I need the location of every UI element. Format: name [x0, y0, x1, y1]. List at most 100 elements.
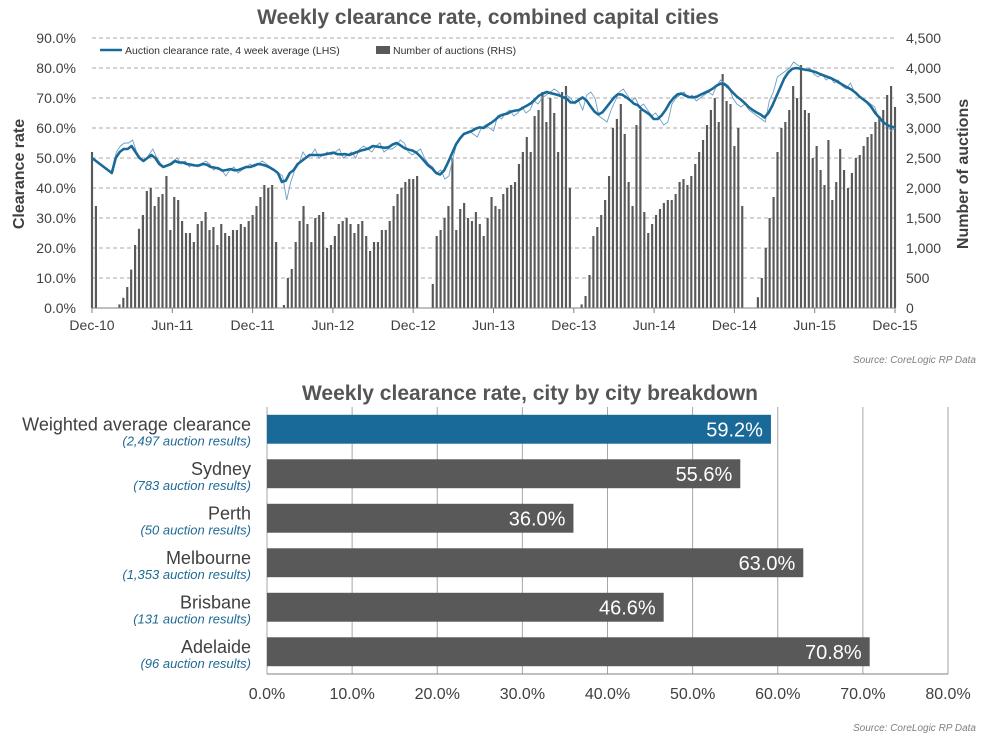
auction-bar	[553, 113, 556, 308]
auction-bar	[431, 284, 434, 308]
auction-bar	[200, 221, 203, 308]
bottom-x-tick: 30.0%	[500, 686, 545, 703]
auction-bar	[893, 107, 897, 308]
auction-bar	[325, 248, 329, 308]
auction-bar	[678, 182, 681, 308]
auction-bar	[177, 200, 180, 308]
auction-bar	[870, 134, 873, 308]
auction-bar	[286, 278, 289, 308]
auction-bar	[772, 197, 775, 308]
auction-bar	[372, 242, 376, 308]
auction-bar	[557, 152, 560, 308]
left-y-tick: 90.0%	[36, 30, 76, 46]
left-y-tick: 60.0%	[36, 120, 76, 136]
auction-bar	[482, 236, 485, 308]
auction-bar	[631, 206, 634, 308]
top-source-note: Source: CoreLogic RP Data	[853, 355, 976, 366]
auction-bar	[365, 236, 368, 308]
auction-bar	[466, 218, 470, 308]
legend-line-label: Auction clearance rate, 4 week average (…	[125, 45, 340, 57]
bottom-x-tick: 50.0%	[670, 686, 715, 703]
auction-bar	[294, 242, 297, 308]
auction-bar	[204, 212, 207, 308]
auction-bar	[470, 221, 474, 308]
auction-bar	[674, 194, 677, 308]
right-y-tick: 500	[906, 270, 930, 286]
left-y-tick: 0.0%	[44, 300, 76, 316]
auction-bar	[647, 233, 650, 308]
auction-bar	[439, 230, 442, 308]
auction-bar	[651, 224, 654, 308]
auction-bar	[839, 149, 842, 308]
auction-bar	[623, 134, 626, 308]
auction-bar	[564, 86, 568, 308]
auction-bar	[134, 245, 137, 308]
bottom-x-tick: 80.0%	[925, 686, 970, 703]
auction-bar	[380, 230, 383, 308]
auction-bar	[341, 221, 344, 308]
auction-bar	[776, 152, 779, 308]
auction-bar	[784, 122, 787, 308]
auction-bar	[541, 92, 544, 308]
auction-bar	[130, 269, 133, 308]
right-y-tick: 4,500	[906, 30, 941, 46]
auction-bar	[819, 170, 822, 308]
auction-bar	[263, 185, 266, 308]
auction-bar	[882, 110, 885, 308]
city-bar	[267, 414, 771, 444]
auction-bar	[463, 203, 466, 308]
auction-bar	[282, 305, 286, 308]
auction-bar	[145, 191, 148, 308]
auction-bar	[768, 218, 771, 308]
auction-bar	[607, 176, 611, 308]
auction-bar	[404, 182, 407, 308]
city-bar-value: 59.2%	[706, 419, 763, 441]
bottom-x-tick: 40.0%	[585, 686, 630, 703]
auction-bar	[560, 92, 564, 308]
right-y-tick: 2,000	[906, 180, 941, 196]
auction-bar	[228, 236, 231, 308]
auction-bar	[329, 245, 333, 308]
auction-bar	[494, 206, 497, 308]
auction-bar	[698, 152, 701, 308]
legend-bar-swatch	[376, 46, 390, 54]
auction-bar	[149, 188, 152, 308]
auction-bar	[302, 206, 305, 308]
auction-bar	[196, 224, 199, 308]
top-x-tick: Jun-11	[151, 317, 193, 333]
auction-bar	[705, 125, 709, 308]
auction-bar	[188, 233, 192, 308]
auction-bar	[345, 218, 348, 308]
auction-bar	[592, 236, 595, 308]
auction-bar	[874, 122, 877, 308]
auction-bar	[369, 251, 372, 308]
top-x-tick: Jun-14	[633, 317, 676, 333]
auction-bar	[141, 215, 144, 308]
city-breakdown-chart: Weekly clearance rate, city by city brea…	[22, 382, 976, 734]
auction-bar	[396, 194, 399, 308]
auction-bar	[459, 209, 462, 308]
weekly-clearance-line	[91, 61, 896, 201]
auction-bar	[780, 128, 783, 308]
auction-bar	[604, 200, 607, 308]
city-bar	[267, 503, 574, 533]
auction-bar	[737, 128, 740, 308]
auction-bar	[333, 236, 336, 308]
city-bar-value: 63.0%	[739, 553, 796, 575]
auction-bar	[247, 221, 250, 308]
auction-bar	[580, 304, 583, 308]
auction-bar	[549, 98, 552, 308]
auction-bar	[349, 224, 352, 308]
city-auction-results: (96 auction results)	[140, 656, 251, 671]
auction-bar	[701, 140, 705, 308]
bottom-x-tick: 10.0%	[329, 686, 374, 703]
auction-bar	[224, 233, 227, 308]
auction-bar	[243, 227, 246, 308]
auction-bar	[890, 86, 893, 308]
auction-bar	[94, 206, 97, 308]
top-legend: Auction clearance rate, 4 week average (…	[100, 45, 516, 57]
auction-bar	[310, 242, 313, 308]
right-axis-label: Number of auctions	[955, 99, 972, 249]
top-x-tick: Dec-12	[391, 317, 436, 333]
auction-bar	[392, 206, 395, 308]
